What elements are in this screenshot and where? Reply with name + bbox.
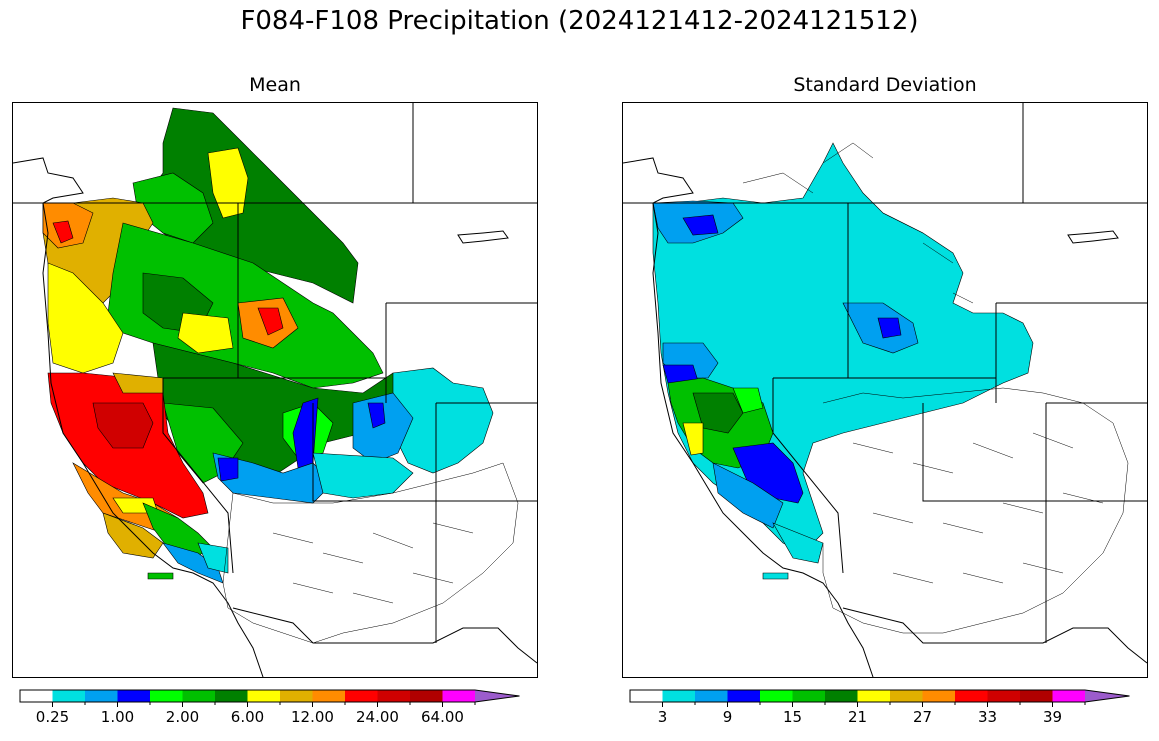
stddev-colorbar-segment xyxy=(662,690,695,702)
stddev-colorbar-segment xyxy=(760,690,793,702)
mean-map-svg xyxy=(13,103,537,677)
mean-colorbar-tick-label: 1.00 xyxy=(101,708,134,726)
stddev-panel-title: Standard Deviation xyxy=(793,74,977,96)
mean-map xyxy=(12,102,538,678)
mean-colorbar-segment xyxy=(20,690,53,702)
stddev-colorbar-segment xyxy=(857,690,890,702)
mean-boundaries xyxy=(13,103,537,677)
stddev-colorbar-segment xyxy=(727,690,760,702)
mean-colorbar-tick-label: 2.00 xyxy=(166,708,199,726)
stddev-map xyxy=(622,102,1148,678)
stddev-colorbar: 3 9 15 21 27 33 39 xyxy=(629,686,1150,736)
mean-colorbar-segment xyxy=(52,690,85,702)
stddev-colorbar-svg: 3 9 15 21 27 33 39 xyxy=(629,689,1130,726)
stddev-colorbar-segment xyxy=(792,690,825,702)
mean-colorbar-tick-label: 24.00 xyxy=(356,708,399,726)
stddev-colorbar-segment xyxy=(630,690,663,702)
stddev-basin-fills xyxy=(652,142,1034,580)
stddev-colorbar-segment xyxy=(1052,690,1085,702)
mean-panel-title: Mean xyxy=(249,74,301,96)
stddev-colorbar-segment xyxy=(922,690,955,702)
stddev-colorbar-segment xyxy=(987,690,1020,702)
stddev-colorbar-tick-label: 39 xyxy=(1043,708,1062,726)
stddev-colorbar-outline xyxy=(629,689,1130,703)
mean-colorbar-segment xyxy=(475,690,520,702)
mean-colorbar-segment xyxy=(215,690,248,702)
mean-colorbar-tick-label: 6.00 xyxy=(231,708,264,726)
mean-southwest-outline xyxy=(222,462,519,644)
mean-colorbar-segment xyxy=(312,690,345,702)
stddev-colorbar-tick-label: 33 xyxy=(978,708,997,726)
stddev-colorbar-tick-label: 27 xyxy=(913,708,932,726)
mean-colorbar-segment xyxy=(377,690,410,702)
mean-colorbar-segment xyxy=(247,690,280,702)
mean-colorbar-outline xyxy=(19,689,520,703)
mean-colorbar-segment xyxy=(345,690,378,702)
stddev-colorbar-segment xyxy=(955,690,988,702)
stddev-colorbar-tick-label: 3 xyxy=(658,708,668,726)
mean-colorbar-segment xyxy=(182,690,215,702)
stddev-colorbar-segment xyxy=(1020,690,1053,702)
mean-colorbar-segment xyxy=(280,690,313,702)
stddev-outline-basins xyxy=(742,142,1129,634)
figure-title: F084-F108 Precipitation (2024121412-2024… xyxy=(240,6,919,36)
mean-colorbar: 0.25 1.00 2.00 6.00 12.00 24.00 64.00 xyxy=(19,686,540,736)
mean-colorbar-tick-label: 64.00 xyxy=(421,708,464,726)
mean-colorbar-tick-label: 12.00 xyxy=(291,708,334,726)
mean-colorbar-segment xyxy=(442,690,475,702)
stddev-colorbar-tick-label: 9 xyxy=(723,708,733,726)
stddev-colorbar-segment xyxy=(890,690,923,702)
stddev-colorbar-tick-label: 21 xyxy=(848,708,867,726)
stddev-map-svg xyxy=(623,103,1147,677)
stddev-colorbar-segment xyxy=(1085,690,1130,702)
mean-colorbar-svg: 0.25 1.00 2.00 6.00 12.00 24.00 64.00 xyxy=(19,689,520,726)
mean-colorbar-tick-label: 0.25 xyxy=(36,708,69,726)
mean-basin-fills xyxy=(42,107,494,584)
mean-colorbar-segment xyxy=(85,690,118,702)
stddev-colorbar-segment xyxy=(825,690,858,702)
mean-colorbar-segment xyxy=(117,690,150,702)
stddev-boundaries xyxy=(623,103,1147,677)
mean-colorbar-segment xyxy=(410,690,443,702)
stddev-colorbar-segment xyxy=(695,690,728,702)
stddev-colorbar-tick-label: 15 xyxy=(783,708,802,726)
mean-colorbar-segment xyxy=(150,690,183,702)
